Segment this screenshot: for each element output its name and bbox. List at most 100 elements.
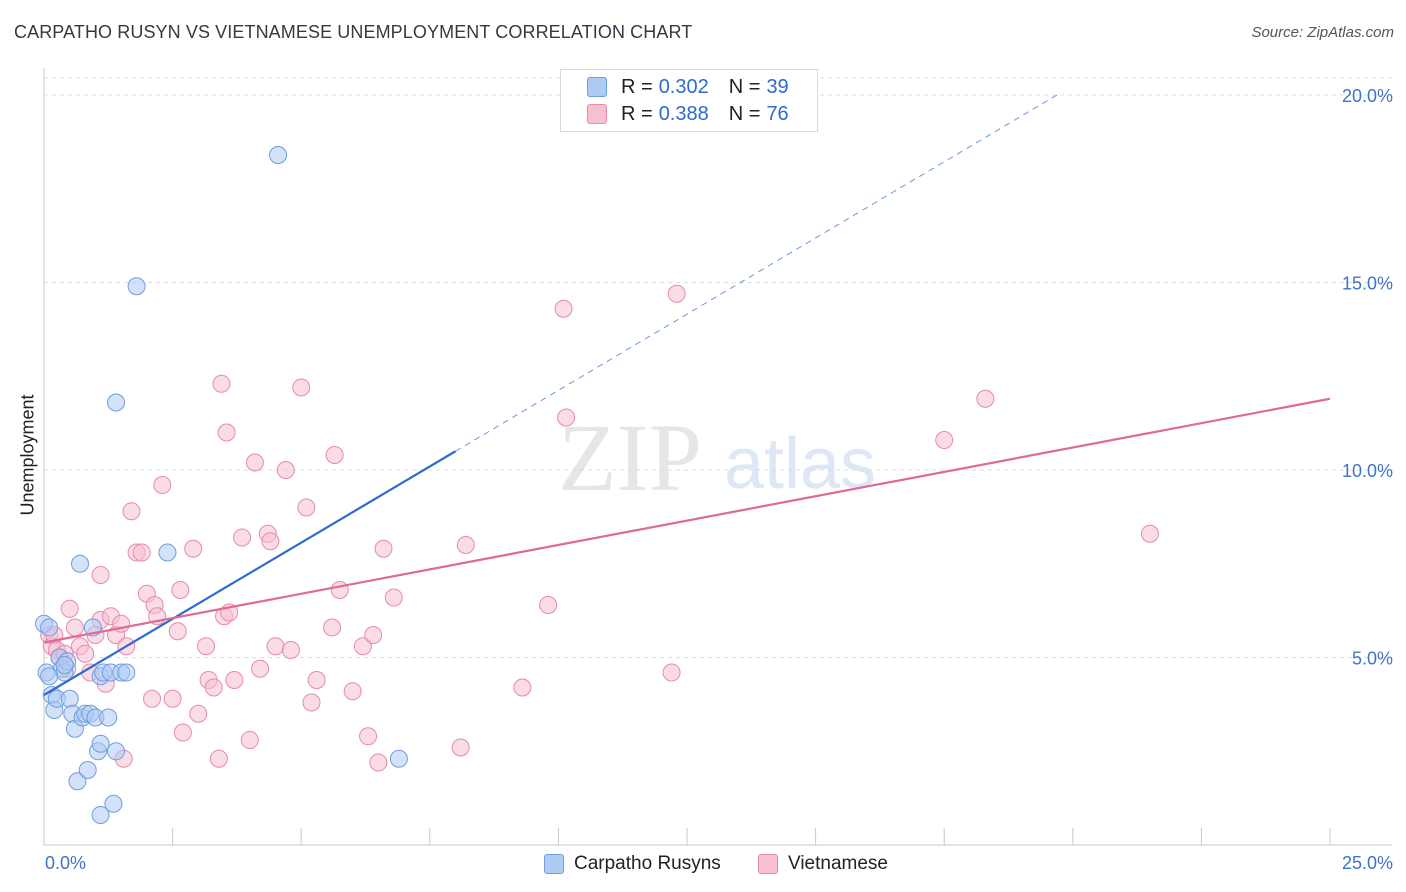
- vietnamese-point: [343, 682, 362, 701]
- bottom-legend-swatch-pink: [758, 854, 778, 874]
- carpatho-rusyn-point: [269, 146, 288, 164]
- legend-row-carpatho-rusyns: R = 0.302 N = 39: [587, 75, 789, 99]
- carpatho-rusyn-point: [71, 554, 90, 573]
- vietnamese-trend-line: [43, 397, 1331, 644]
- vietnamese-point: [667, 284, 686, 303]
- bottom-legend-label: Vietnamese: [788, 853, 888, 874]
- legend-r-value: 0.388: [658, 102, 709, 125]
- carpatho-rusyn-point: [107, 742, 126, 761]
- carpatho-rusyn-point: [55, 656, 74, 674]
- watermark: ZIP atlas: [558, 404, 876, 511]
- vietnamese-point: [364, 626, 383, 644]
- legend-r-label: R =: [621, 102, 653, 125]
- carpatho-rusyn-point: [117, 663, 136, 682]
- vietnamese-point: [359, 727, 378, 746]
- watermark-atlas: atlas: [724, 424, 876, 504]
- vietnamese-point: [91, 566, 110, 584]
- vietnamese-point: [204, 678, 223, 697]
- legend-n-label: N =: [728, 75, 761, 98]
- carpatho-rusyn-point: [40, 667, 59, 686]
- y-tick-label: 10.0%: [1342, 461, 1393, 481]
- carpatho-rusyn-trend-extension: [455, 94, 1058, 452]
- vietnamese-point: [240, 731, 259, 749]
- vietnamese-point: [323, 618, 342, 637]
- vietnamese-point: [184, 539, 203, 558]
- chart-title: CARPATHO RUSYN VS VIETNAMESE UNEMPLOYMEN…: [14, 22, 693, 42]
- vietnamese-point: [384, 588, 403, 607]
- legend-row-vietnamese: R = 0.388 N = 76: [587, 102, 789, 126]
- legend-n-value: 39: [766, 75, 789, 98]
- carpatho-rusyn-point: [91, 734, 110, 753]
- watermark-zip: ZIP: [558, 404, 702, 511]
- carpatho-rusyn-point: [389, 749, 408, 768]
- vietnamese-point: [225, 671, 244, 689]
- carpatho-rusyn-points: [35, 146, 408, 824]
- vietnamese-point: [189, 704, 208, 723]
- vietnamese-point: [171, 581, 190, 599]
- vietnamese-point: [325, 446, 344, 464]
- vietnamese-point: [245, 453, 264, 472]
- vietnamese-point: [209, 749, 228, 768]
- x-tick-label: 25.0%: [1342, 853, 1393, 873]
- vietnamese-point: [935, 431, 954, 449]
- carpatho-rusyn-point: [60, 689, 79, 708]
- legend-r-value: 0.302: [658, 75, 709, 98]
- vietnamese-point: [76, 644, 95, 663]
- vietnamese-point: [173, 723, 192, 742]
- vietnamese-point: [554, 299, 573, 318]
- vietnamese-point: [369, 753, 388, 772]
- vietnamese-point: [307, 671, 326, 689]
- correlation-legend: R = 0.302 N = 39 R = 0.388 N = 76: [560, 69, 818, 132]
- vietnamese-point: [557, 408, 576, 427]
- vietnamese-point: [292, 378, 311, 397]
- legend-n-label: N =: [728, 102, 761, 125]
- source-label: Source: ZipAtlas.com: [1251, 24, 1394, 41]
- vietnamese-point: [539, 596, 558, 614]
- tick-labels: 5.0% 10.0% 15.0% 20.0% 0.0% 25.0%: [45, 86, 1393, 873]
- vietnamese-point: [297, 498, 316, 517]
- x-tick-label: 0.0%: [45, 853, 86, 873]
- trend-lines: [43, 94, 1331, 696]
- vietnamese-point: [330, 581, 349, 599]
- vietnamese-point: [353, 637, 372, 656]
- carpatho-rusyn-point: [127, 277, 146, 296]
- carpatho-rusyn-trend-line: [43, 450, 457, 696]
- carpatho-rusyn-point: [107, 393, 126, 412]
- legend-n-value: 76: [766, 102, 789, 125]
- legend-r-label: R =: [621, 75, 653, 98]
- carpatho-rusyn-point: [40, 618, 59, 637]
- vietnamese-point: [65, 618, 84, 637]
- y-axis-label: Unemployment: [17, 394, 38, 516]
- y-tick-label: 15.0%: [1342, 274, 1393, 294]
- vietnamese-point: [374, 539, 393, 558]
- vietnamese-point: [197, 637, 216, 656]
- vietnamese-point: [163, 689, 182, 708]
- legend-swatch-blue: [587, 77, 607, 97]
- bottom-legend-swatch-blue: [544, 854, 564, 874]
- bottom-legend-label: Carpatho Rusyns: [574, 853, 721, 874]
- vietnamese-point: [143, 689, 162, 708]
- vietnamese-point: [168, 622, 187, 641]
- vietnamese-point: [153, 476, 172, 494]
- vietnamese-point: [513, 678, 532, 697]
- carpatho-rusyn-point: [78, 761, 97, 779]
- vietnamese-point: [233, 528, 252, 547]
- y-tick-label: 20.0%: [1342, 86, 1393, 106]
- vietnamese-point: [217, 423, 236, 442]
- vietnamese-point: [132, 543, 151, 562]
- axis-layer: [43, 68, 1392, 846]
- legend-swatch-pink: [587, 104, 607, 124]
- vietnamese-point: [1140, 524, 1159, 543]
- vietnamese-point: [281, 641, 300, 659]
- bottom-legend-vietnamese: Vietnamese: [758, 851, 888, 877]
- bottom-legend-carpatho-rusyns: Carpatho Rusyns: [544, 851, 721, 877]
- vietnamese-point: [266, 637, 285, 656]
- carpatho-rusyn-point: [158, 543, 177, 562]
- vietnamese-point: [302, 693, 321, 712]
- vietnamese-point: [212, 374, 231, 393]
- grid-layer: [44, 77, 1392, 658]
- vietnamese-point: [122, 502, 141, 521]
- carpatho-rusyn-point: [99, 708, 118, 727]
- vietnamese-point: [662, 663, 681, 682]
